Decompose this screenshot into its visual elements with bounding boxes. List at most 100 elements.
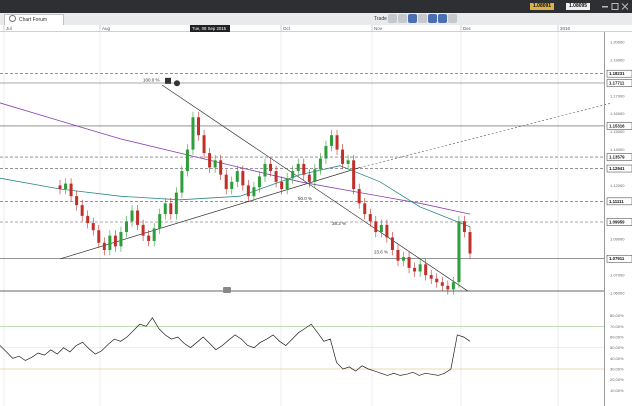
tab-title-label: Chart Forum bbox=[19, 17, 48, 23]
rsi-tick-label: 20.00% bbox=[610, 377, 624, 382]
level-tag bbox=[606, 164, 632, 173]
candle-body bbox=[185, 149, 189, 172]
price-tick-label: 1.12000 bbox=[610, 183, 625, 188]
rsi-line bbox=[0, 317, 471, 376]
candle-body bbox=[174, 192, 178, 215]
price-tick-label: 1.15000 bbox=[610, 129, 625, 134]
candle-body bbox=[80, 205, 84, 216]
time-label: Dec bbox=[463, 26, 472, 31]
candle-body bbox=[152, 228, 156, 241]
candle-body bbox=[446, 285, 450, 290]
trade-label[interactable]: Trade bbox=[374, 16, 387, 22]
candle-body bbox=[169, 203, 173, 215]
candle-body bbox=[402, 257, 406, 261]
candle-body bbox=[113, 235, 117, 247]
candle-body bbox=[424, 264, 428, 276]
candle-body bbox=[396, 249, 400, 261]
resistance-trendline bbox=[161, 84, 469, 292]
candle-body bbox=[108, 235, 112, 250]
candle-body bbox=[407, 257, 411, 268]
crosshair-date-box bbox=[190, 25, 230, 32]
candle-body bbox=[285, 178, 289, 189]
ask-price[interactable]: 1.08095 bbox=[566, 3, 591, 10]
candle-body bbox=[435, 278, 439, 283]
level-tag-label: 1.12941 bbox=[609, 166, 625, 171]
rsi-panel: 80.00% 70.00% 60.00% 50.00% 40.00% 30.00% 20.0… bbox=[0, 313, 624, 393]
candle-body bbox=[58, 185, 62, 189]
crosshair-icon[interactable] bbox=[408, 14, 417, 23]
candle-body bbox=[202, 135, 206, 154]
candle-body bbox=[158, 214, 162, 229]
bid-price[interactable]: 1.08091 bbox=[530, 3, 555, 10]
zoom-icon[interactable] bbox=[448, 14, 457, 23]
chart-area[interactable]: Jul Aug Oct Nov Dec 2016 100.0 % 50.0 % 38.2 % 2… bbox=[0, 25, 632, 406]
candle-body bbox=[230, 181, 234, 189]
rsi-tick-label: 10.00% bbox=[610, 388, 624, 393]
crosshair-date: Tue, 08 Sep 2015 bbox=[192, 26, 227, 31]
time-label: Oct bbox=[283, 26, 291, 31]
settings-icon[interactable] bbox=[9, 15, 16, 22]
candle-body bbox=[75, 196, 79, 206]
candle-body bbox=[385, 224, 389, 238]
candle-body bbox=[269, 163, 273, 172]
level-tag bbox=[606, 69, 632, 78]
candle-body bbox=[390, 237, 394, 250]
level-tag bbox=[606, 218, 632, 226]
candle-body bbox=[462, 221, 466, 233]
minimize-icon[interactable] bbox=[602, 6, 608, 8]
candle-body bbox=[457, 221, 461, 283]
level-tag-label: 1.17711 bbox=[609, 81, 625, 86]
candle-body bbox=[335, 135, 339, 150]
candle-body bbox=[368, 214, 372, 222]
candle-body bbox=[208, 153, 212, 168]
candle-body bbox=[274, 171, 278, 182]
candle-body bbox=[130, 210, 134, 222]
candle-body bbox=[313, 169, 317, 182]
time-label: Jul bbox=[6, 26, 12, 31]
candle-body bbox=[291, 171, 295, 179]
fib-label-236: 23.6 % bbox=[374, 250, 388, 255]
candle-body bbox=[147, 235, 151, 241]
pen-icon[interactable] bbox=[388, 14, 397, 23]
candle-body bbox=[252, 187, 256, 197]
candle-body bbox=[246, 185, 250, 197]
level-tag-label: 1.13579 bbox=[609, 155, 625, 160]
candle-body bbox=[69, 183, 73, 197]
line-tool-icon[interactable] bbox=[418, 14, 427, 23]
crosshair-label: Tue, 08 Sep 2015 bbox=[190, 25, 230, 32]
candle-body bbox=[180, 171, 184, 193]
candle-body bbox=[440, 282, 444, 286]
candle-body bbox=[191, 117, 195, 150]
fib-handle-icon bbox=[165, 77, 171, 84]
support-trendline-extension bbox=[359, 102, 613, 168]
level-tag bbox=[606, 122, 632, 130]
moving-averages bbox=[0, 102, 471, 228]
rsi-tick-label: 40.00% bbox=[610, 356, 624, 361]
candle-body bbox=[418, 264, 422, 272]
time-label: Nov bbox=[374, 26, 383, 31]
candle-body bbox=[219, 160, 223, 175]
candle-body bbox=[86, 215, 90, 224]
cursor-icon[interactable] bbox=[398, 14, 407, 23]
level-tag-label: 1.18231 bbox=[609, 71, 625, 76]
close-icon[interactable] bbox=[621, 3, 629, 10]
maximize-icon[interactable] bbox=[611, 3, 619, 10]
price-tick-label: 1.19000 bbox=[610, 57, 625, 62]
candle-body bbox=[296, 163, 300, 172]
candle-body bbox=[307, 174, 311, 182]
fib-labels: 100.0 % 50.0 % 38.2 % 23.6 % bbox=[143, 77, 388, 293]
time-label: 2016 bbox=[560, 26, 571, 31]
candle-body bbox=[91, 223, 95, 231]
candle-body bbox=[141, 224, 145, 236]
candle-body bbox=[429, 275, 433, 279]
tab-chart-forum[interactable]: Chart Forum bbox=[4, 14, 65, 25]
fib-tool-icon[interactable] bbox=[428, 14, 437, 23]
rsi-tick-label: 30.00% bbox=[610, 367, 624, 372]
app-top-bar: 1.08091 1.08095 bbox=[0, 0, 632, 13]
candle-body bbox=[257, 176, 261, 188]
candle-body bbox=[341, 149, 345, 164]
indicator-icon[interactable] bbox=[438, 14, 447, 23]
candle-body bbox=[363, 203, 367, 215]
candlesticks bbox=[58, 111, 472, 295]
time-label: Aug bbox=[102, 26, 111, 31]
